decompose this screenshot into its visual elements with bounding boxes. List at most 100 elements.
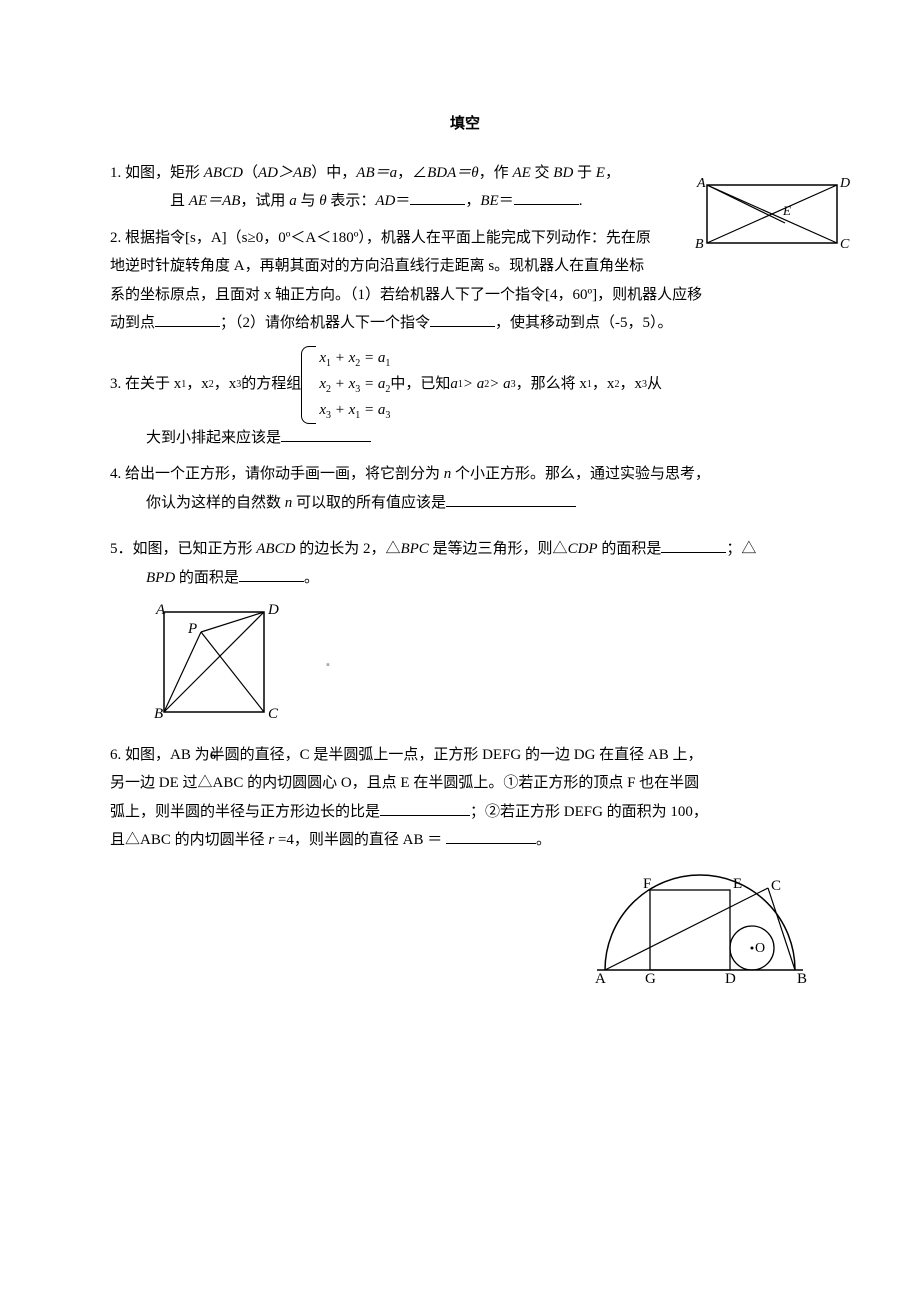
p3-pc: > a (463, 370, 484, 399)
p3-pre: 3. 在关于 x (110, 370, 181, 399)
e1c: = a (360, 350, 385, 366)
eq1: x1 + x2 = a1 (319, 346, 390, 372)
p5-l1-d: BPC (400, 541, 428, 557)
p5-l1-e: 是等边三角形，则△ (429, 541, 568, 557)
p5-l2-b: 的面积是 (175, 570, 239, 586)
blank-p6-2 (446, 828, 536, 844)
svg-text:D: D (267, 602, 279, 618)
p1-l1-c: （ (243, 165, 258, 181)
svg-text:E: E (733, 876, 742, 892)
e2s3: 2 (385, 384, 390, 395)
blank-p6-1 (380, 800, 470, 816)
p3-ph: 从 (647, 370, 662, 399)
p6-line4: 且△ABC 的内切圆半径 r =4，则半圆的直径 AB ＝ 。 (110, 826, 820, 855)
problem-3: 3. 在关于 x1，x2，x3 的方程组 x1 + x2 = a1 x2 + x… (110, 346, 820, 453)
figure-square: A D B C P (146, 600, 820, 731)
eq2: x2 + x3 = a2 (319, 372, 390, 398)
p1-l1-f: AB＝a (356, 165, 397, 181)
blank-p5-2 (239, 566, 304, 582)
p1-l2-h: AD (375, 193, 395, 209)
p2-l4-a: 动到点 (110, 315, 155, 331)
p1-l2-b: AE＝AB (189, 193, 241, 209)
svg-text:A: A (595, 971, 606, 987)
p6-overlay-num: 6 (210, 744, 216, 767)
p6-l4-a: 且△ABC 的内切圆半径 (110, 832, 268, 848)
p3-line2: 大到小排起来应该是 (146, 430, 281, 446)
blank-p5-1 (661, 537, 726, 553)
p5-l1-c: 的边长为 2，△ (295, 541, 400, 557)
p3-m1: ，x (186, 370, 209, 399)
p5-line1: 5．如图，已知正方形 ABCD 的边长为 2，△BPC 是等边三角形，则△CDP… (110, 535, 820, 564)
e2b: + x (331, 376, 355, 392)
svg-text:B: B (797, 971, 807, 987)
svg-text:D: D (725, 971, 736, 987)
equation-system: x1 + x2 = a1 x2 + x3 = a2 x3 + x1 = a3 (301, 346, 390, 424)
p3-pg: ，x (619, 370, 642, 399)
p6-line1: 6. 如图，AB 为半圆的直径，C 是半圆弧上一点，正方形 DEFG 的一边 D… (110, 741, 820, 770)
p2-line3: 系的坐标原点，且面对 x 轴正方向。（1）若给机器人下了一个指令[4，60º]，… (110, 281, 820, 310)
p1-l2-d: a (289, 193, 297, 209)
e1b: + x (331, 350, 355, 366)
blank-p3 (281, 426, 371, 442)
blank-p2-2 (430, 311, 495, 327)
p5-l1-a: 5．如图，已知正方形 (110, 541, 256, 557)
p4-l1-c: 个小正方形。那么，通过实验与思考， (451, 466, 710, 482)
e3a: x (319, 402, 326, 418)
svg-text:G: G (645, 971, 656, 987)
p1-l2-k: BE (480, 193, 498, 209)
p1-l1-m: 于 (573, 165, 596, 181)
svg-text:A: A (155, 602, 166, 618)
p1-l2-e: 与 (297, 193, 320, 209)
page-mark-icon: ▪ (326, 655, 330, 676)
svg-text:P: P (187, 621, 197, 637)
p4-line2-wrap: 你认为这样的自然数 n 可以取的所有值应该是 (110, 489, 820, 518)
p3-pf: ，x (592, 370, 615, 399)
p1-l2-g: 表示： (327, 193, 376, 209)
p4-l2-c: 可以取的所有值应该是 (292, 495, 446, 511)
e1s3: 1 (385, 358, 390, 369)
p5-l1-g: 的面积是 (598, 541, 662, 557)
e1a: x (319, 350, 326, 366)
p1-l1-d: AD＞AB (258, 165, 311, 181)
p2-line4: 动到点；（2）请你给机器人下一个指令，使其移动到点（-5，5）。 (110, 309, 820, 338)
problem-4: 4. 给出一个正方形，请你动手画一画，将它剖分为 n 个小正方形。那么，通过实验… (110, 460, 820, 517)
svg-text:C: C (771, 878, 781, 894)
figure-semicircle: A B G D F E C O (585, 870, 815, 1001)
p1-l1-a: 1. 如图，矩形 (110, 165, 204, 181)
p5-l1-h: ；△ (726, 541, 756, 557)
svg-text:B: B (695, 237, 704, 252)
p3-line2-wrap: 大到小排起来应该是 (110, 424, 820, 453)
svg-text:A: A (696, 176, 706, 191)
figure-rectangle: A D B C E (695, 175, 850, 264)
blank-p4 (446, 491, 576, 507)
svg-text:C: C (840, 237, 850, 252)
p5-l1-f: CDP (568, 541, 598, 557)
e3b: + x (331, 402, 355, 418)
p3-pb: a (450, 370, 458, 399)
p1-l1-j: AE (512, 165, 530, 181)
svg-text:D: D (839, 176, 850, 191)
p1-l1-b: ABCD (204, 165, 243, 181)
p3-pa: 中，已知 (390, 370, 450, 399)
p1-l1-h: BDA＝θ (427, 165, 479, 181)
p3-m3: 的方程组 (241, 370, 301, 399)
p1-l1-e: ）中， (311, 165, 356, 181)
p5-line2-wrap: BPD 的面积是。 (110, 564, 820, 593)
e2a: x (319, 376, 326, 392)
p1-l2-i: ＝ (395, 193, 410, 209)
eq3: x3 + x1 = a3 (319, 398, 390, 424)
blank-p2-1 (155, 311, 220, 327)
p5-l2-a: BPD (146, 570, 175, 586)
p3-pe: ，那么将 x (516, 370, 587, 399)
svg-text:F: F (643, 876, 651, 892)
blank-ad (410, 189, 465, 205)
svg-text:C: C (268, 706, 279, 720)
p1-l2-m: . (579, 193, 583, 209)
p1-l2-j: ， (465, 193, 480, 209)
p1-l1-g: ，∠ (397, 165, 427, 181)
p1-l2-c: ，试用 (240, 193, 289, 209)
p5-l1-b: ABCD (256, 541, 295, 557)
e3s3: 3 (385, 410, 390, 421)
p3-m2: ，x (214, 370, 237, 399)
p6-l3-b: ；②若正方形 DEFG 的面积为 100， (470, 804, 708, 820)
